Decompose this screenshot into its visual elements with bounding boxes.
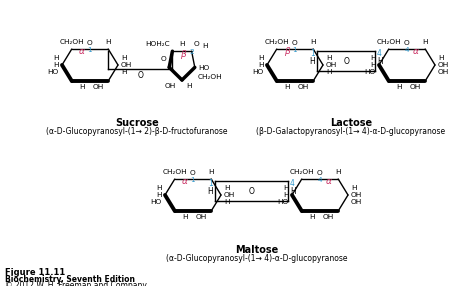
- Text: OH: OH: [438, 62, 449, 68]
- Text: H: H: [156, 192, 162, 198]
- Text: O: O: [404, 40, 410, 46]
- Text: Biochemistry, Seventh Edition: Biochemistry, Seventh Edition: [5, 275, 135, 284]
- Text: α: α: [412, 47, 418, 55]
- Text: α: α: [79, 47, 85, 55]
- Text: OH: OH: [326, 62, 337, 68]
- Text: CH₂OH: CH₂OH: [264, 39, 289, 45]
- Text: H: H: [309, 214, 315, 220]
- Text: H: H: [202, 43, 208, 49]
- Text: 4: 4: [290, 180, 295, 188]
- Text: (α-D-Glucopyranosyl-(1→ 2)-β-D-fructofuranose: (α-D-Glucopyranosyl-(1→ 2)-β-D-fructofur…: [46, 127, 228, 136]
- Text: H: H: [186, 83, 191, 89]
- Text: H: H: [284, 84, 290, 90]
- Text: H: H: [351, 185, 356, 191]
- Text: HOH₂C: HOH₂C: [145, 41, 169, 47]
- Text: 1: 1: [209, 180, 213, 188]
- Text: 1: 1: [292, 47, 297, 53]
- Text: Figure 11.11: Figure 11.11: [5, 268, 65, 277]
- Text: OH: OH: [351, 199, 362, 205]
- Text: HO: HO: [151, 199, 162, 205]
- Text: H: H: [224, 199, 229, 205]
- Text: α: α: [325, 176, 331, 186]
- Text: H: H: [310, 57, 315, 67]
- Text: HO: HO: [253, 69, 264, 75]
- Text: CH₂OH: CH₂OH: [290, 169, 314, 175]
- Text: 4: 4: [405, 47, 410, 53]
- Text: HO: HO: [48, 69, 59, 75]
- Text: OH: OH: [410, 84, 420, 90]
- Text: O: O: [137, 71, 143, 80]
- Text: H: H: [258, 62, 264, 68]
- Text: H: H: [371, 55, 376, 61]
- Text: β: β: [180, 50, 185, 59]
- Text: α: α: [182, 176, 188, 186]
- Text: CH₂OH: CH₂OH: [198, 74, 222, 80]
- Text: HO: HO: [365, 69, 376, 75]
- Text: O: O: [193, 41, 200, 47]
- Text: O: O: [161, 56, 167, 62]
- Text: H: H: [79, 84, 85, 90]
- Text: © 2012 W. H. Freeman and Company: © 2012 W. H. Freeman and Company: [5, 281, 147, 286]
- Text: Maltose: Maltose: [236, 245, 279, 255]
- Text: H: H: [336, 169, 341, 175]
- Text: H: H: [422, 39, 428, 45]
- Text: H: H: [438, 55, 444, 61]
- Text: H: H: [224, 185, 229, 191]
- Text: H: H: [258, 55, 264, 61]
- Text: OH: OH: [322, 214, 334, 220]
- Text: O: O: [343, 57, 349, 65]
- Text: O: O: [87, 40, 93, 46]
- Text: CH₂OH: CH₂OH: [163, 169, 187, 175]
- Text: H: H: [371, 62, 376, 68]
- Text: O: O: [249, 186, 255, 196]
- Text: OH: OH: [165, 83, 176, 89]
- Text: 1: 1: [191, 177, 195, 183]
- Text: OH: OH: [92, 84, 104, 90]
- Text: H: H: [54, 62, 59, 68]
- Text: H: H: [121, 69, 127, 75]
- Text: HO: HO: [198, 65, 209, 72]
- Text: H: H: [310, 39, 316, 45]
- Text: H: H: [326, 55, 331, 61]
- Text: (β-D-Galactopyranosyl-(1→ 4)-α-D-glucopyranose: (β-D-Galactopyranosyl-(1→ 4)-α-D-glucopy…: [256, 127, 446, 136]
- Text: H: H: [326, 69, 331, 75]
- Text: 2: 2: [189, 49, 194, 55]
- Text: H: H: [377, 57, 383, 67]
- Text: OH: OH: [121, 62, 132, 68]
- Text: O: O: [317, 170, 323, 176]
- Text: 4: 4: [318, 177, 322, 183]
- Text: OH: OH: [224, 192, 235, 198]
- Text: H: H: [208, 188, 213, 196]
- Text: H: H: [283, 185, 289, 191]
- Text: OH: OH: [351, 192, 362, 198]
- Text: H: H: [396, 84, 402, 90]
- Text: Sucrose: Sucrose: [115, 118, 159, 128]
- Text: O: O: [190, 170, 196, 176]
- Text: HO: HO: [278, 199, 289, 205]
- Text: H: H: [283, 192, 289, 198]
- Text: 1: 1: [310, 49, 315, 59]
- Text: H: H: [54, 55, 59, 61]
- Text: Lactose: Lactose: [330, 118, 372, 128]
- Text: H: H: [156, 185, 162, 191]
- Text: OH: OH: [297, 84, 309, 90]
- Text: OH: OH: [438, 69, 449, 75]
- Text: β: β: [284, 47, 290, 55]
- Text: H: H: [290, 188, 296, 196]
- Text: H: H: [182, 214, 188, 220]
- Text: CH₂OH: CH₂OH: [376, 39, 401, 45]
- Text: H: H: [209, 169, 214, 175]
- Text: (α-D-Glucopyranosyl-(1→ 4)-α-D-glucopyranose: (α-D-Glucopyranosyl-(1→ 4)-α-D-glucopyra…: [166, 254, 348, 263]
- Text: 1: 1: [87, 47, 92, 53]
- Text: OH: OH: [195, 214, 207, 220]
- Text: H: H: [179, 41, 185, 47]
- Text: CH₂OH: CH₂OH: [60, 39, 84, 45]
- Text: O: O: [292, 40, 298, 46]
- Text: H: H: [105, 39, 111, 45]
- Text: 4: 4: [377, 49, 382, 59]
- Text: H: H: [121, 55, 127, 61]
